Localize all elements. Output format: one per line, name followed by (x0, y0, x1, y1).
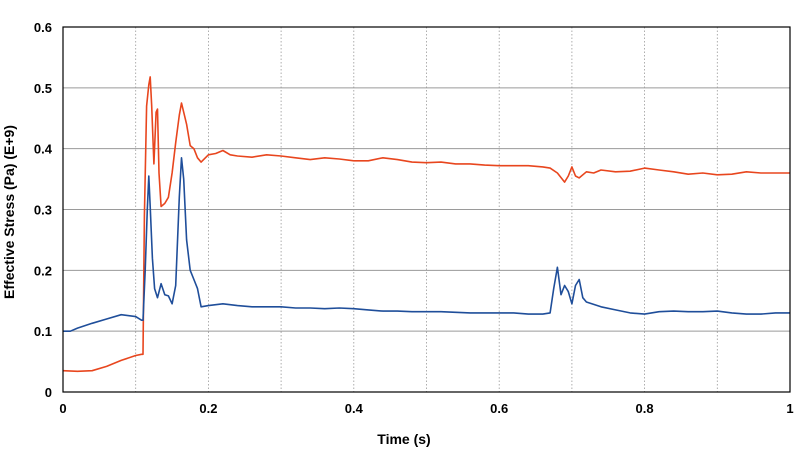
x-tick-label: 0.4 (345, 401, 364, 416)
x-axis-ticks: 0 0.2 0.4 0.6 0.8 1 (59, 401, 793, 416)
wechat-icon (673, 411, 699, 434)
x-axis-title: Time (s) (377, 431, 430, 447)
y-tick-label: 0.5 (34, 81, 52, 96)
watermark: 桥梁杂志 (673, 411, 760, 434)
watermark-text: 桥梁杂志 (700, 413, 760, 431)
x-tick-label: 1 (786, 401, 793, 416)
y-tick-label: 0.2 (34, 263, 52, 278)
series-line-1 (62, 76, 790, 373)
y-tick-label: 0.1 (34, 324, 52, 339)
plot-area-frame (62, 26, 791, 393)
grid-lines (63, 27, 790, 392)
x-tick-label: 0.2 (199, 401, 217, 416)
x-tick-label: 0 (59, 401, 66, 416)
y-axis-title: Effective Stress (Pa) (E+9) (1, 125, 17, 299)
y-tick-label: 0.3 (34, 203, 52, 218)
y-tick-label: 0.4 (34, 142, 53, 157)
y-axis-ticks: 0 0.1 0.2 0.3 0.4 0.5 0.6 (34, 20, 53, 400)
x-tick-label: 0.6 (490, 401, 508, 416)
y-tick-label: 0 (45, 385, 52, 400)
series-line-2 (63, 157, 790, 332)
series-lines (62, 76, 790, 373)
x-tick-label: 0.8 (636, 401, 654, 416)
y-tick-label: 0.6 (34, 20, 52, 35)
